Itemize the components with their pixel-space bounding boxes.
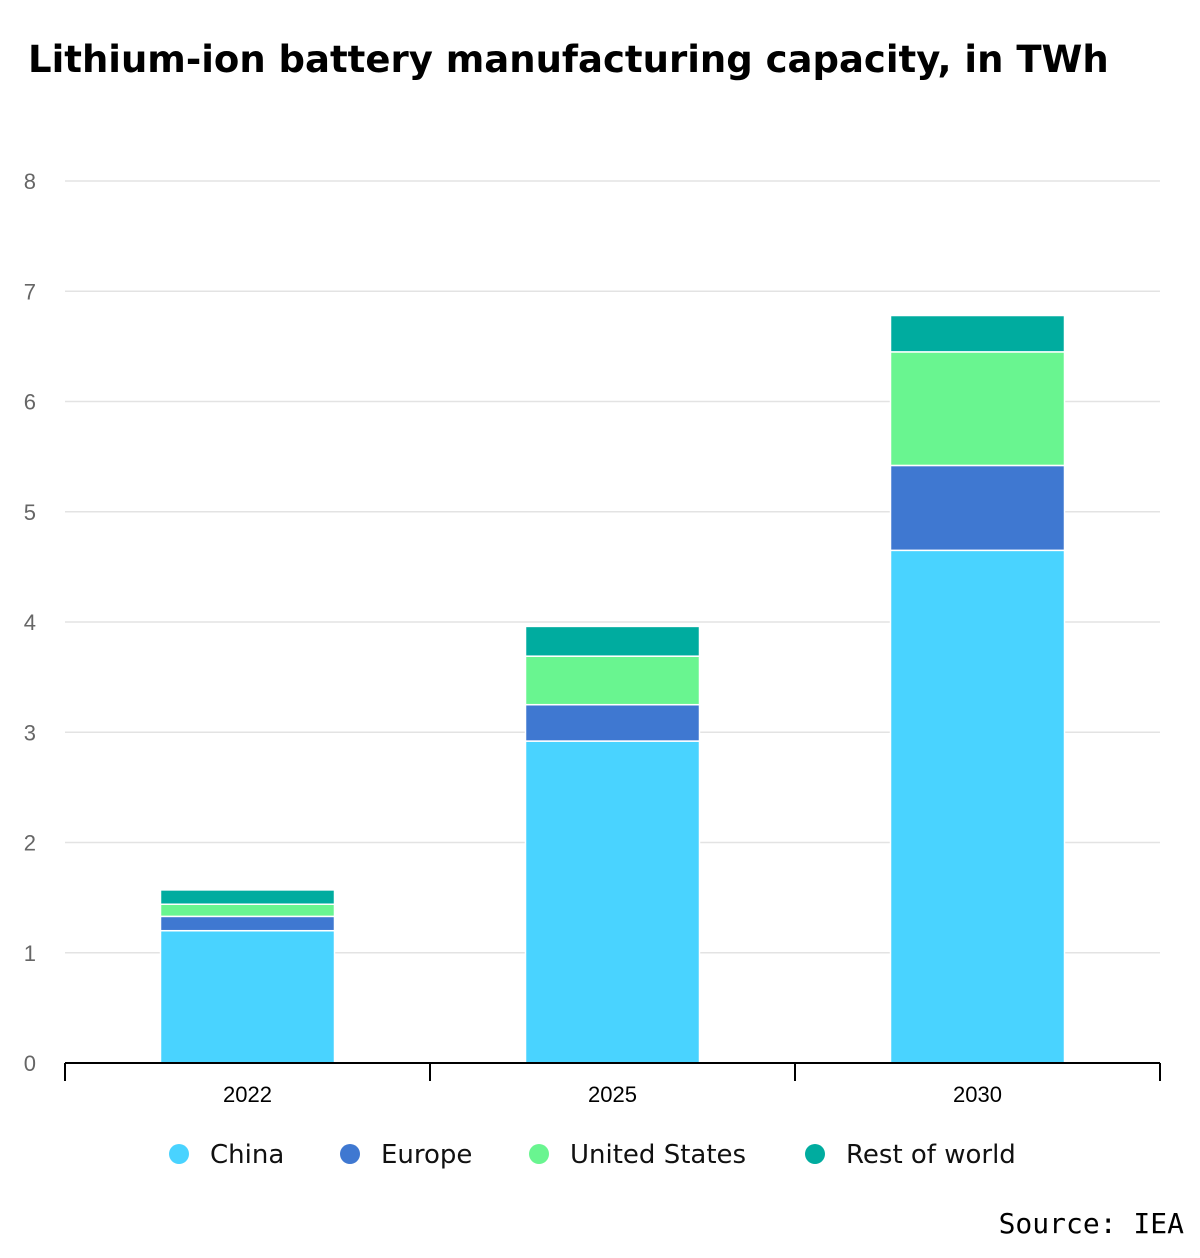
x-tick-label: 2030 [953, 1082, 1002, 1107]
bar-segment [159, 889, 336, 905]
y-tick-label: 0 [24, 1051, 36, 1076]
legend-label: Europe [381, 1140, 472, 1170]
legend-label: Rest of world [846, 1140, 1016, 1170]
y-tick-label: 8 [24, 169, 36, 194]
legend-item: China [169, 1140, 284, 1170]
chart-title: Lithium-ion battery manufacturing capaci… [28, 38, 1109, 81]
legend-swatch [805, 1144, 825, 1164]
bar-segment [889, 314, 1066, 353]
legend-label: China [210, 1140, 284, 1170]
bar-segment [524, 703, 701, 742]
legend-swatch [340, 1144, 360, 1164]
y-tick-label: 4 [24, 610, 36, 635]
bar-segment [524, 740, 701, 1064]
legend: China Europe United States Rest of world [169, 1140, 1016, 1170]
x-axis: 2022 2025 2030 [64, 1062, 1161, 1107]
bar-segment [159, 929, 336, 1064]
bar-segment [524, 625, 701, 657]
y-tick-label: 1 [24, 941, 36, 966]
bar-segment [889, 351, 1066, 467]
y-axis-ticks: 0 1 2 3 4 5 6 7 8 [24, 169, 36, 1076]
y-tick-label: 5 [24, 500, 36, 525]
bar-segment [524, 655, 701, 706]
y-tick-label: 3 [24, 720, 36, 745]
y-tick-label: 6 [24, 390, 36, 415]
x-tick-label: 2025 [588, 1082, 637, 1107]
legend-label: United States [570, 1140, 746, 1170]
bar-segment [889, 549, 1066, 1064]
bar-segment [159, 915, 336, 932]
legend-item: Europe [340, 1140, 472, 1170]
x-tick-label: 2022 [223, 1082, 272, 1107]
legend-swatch [169, 1144, 189, 1164]
bar-segment [159, 903, 336, 918]
legend-item: Rest of world [805, 1140, 1016, 1170]
source-note: Source: IEA [998, 1207, 1184, 1240]
legend-swatch [529, 1144, 549, 1164]
y-tick-label: 7 [24, 279, 36, 304]
y-tick-label: 2 [24, 831, 36, 856]
bar-segment [889, 464, 1066, 552]
legend-item: United States [529, 1140, 746, 1170]
bars [159, 314, 1066, 1064]
